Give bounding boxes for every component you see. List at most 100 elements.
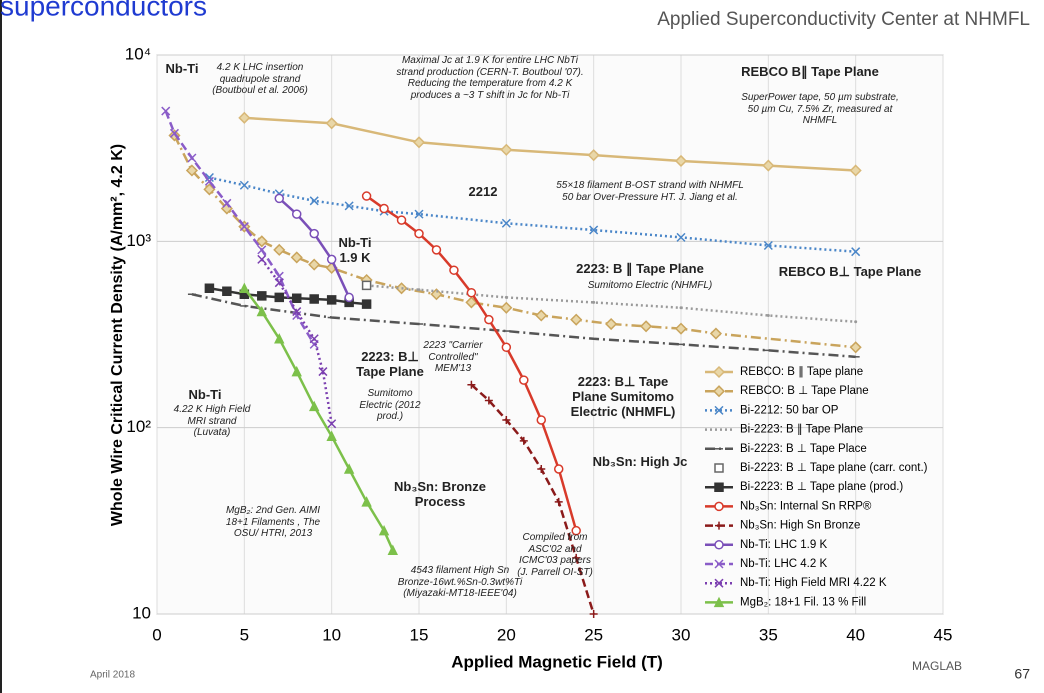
marker: [309, 294, 319, 304]
marker: [709, 327, 722, 340]
marker: [640, 320, 653, 333]
marker: [500, 143, 513, 156]
x-axis-title: Applied Magnetic Field (T): [451, 652, 663, 671]
marker: [849, 164, 862, 177]
footer-date: April 2018: [90, 670, 135, 681]
y-tick-label: 10²: [126, 417, 151, 436]
annotation: Compiled from ASC'02 and ICMC'03 papers …: [517, 532, 593, 578]
legend-marker: [714, 501, 724, 512]
legend-marker: [713, 596, 725, 608]
marker: [204, 176, 214, 186]
marker: [361, 280, 372, 291]
annotation: REBCO B∥ Tape Plane: [741, 64, 879, 79]
marker: [292, 307, 302, 317]
marker: [291, 365, 302, 377]
legend-label: Nb-Ti: LHC 4.2 K: [740, 558, 827, 570]
marker: [318, 367, 328, 377]
y-tick-label: 10⁴: [125, 44, 151, 63]
slide-subtitle: Applied Superconductivity Center at NHMF…: [657, 9, 1030, 30]
legend-label: Nb-Ti: LHC 1.9 K: [740, 539, 827, 551]
annotation: Nb-Ti: [165, 61, 199, 76]
annotation: Sumitomo Electric (2012 prod.): [359, 388, 421, 422]
marker: [412, 136, 426, 149]
legend-label: Nb₃Sn: Internal Sn RRP®: [740, 500, 872, 512]
marker: [344, 292, 354, 303]
series-line: [173, 134, 856, 349]
marker: [501, 342, 512, 353]
marker: [449, 265, 459, 275]
marker: [274, 278, 284, 288]
data-point: [679, 306, 683, 310]
marker: [361, 299, 372, 309]
annotation: REBCO B⊥ Tape Plane: [778, 264, 922, 279]
x-tick-label: 5: [240, 625, 249, 644]
marker: [274, 193, 285, 204]
y-axis-title: Whole Wire Critical Current Density (A/m…: [109, 144, 126, 526]
legend-label: MgB₂: 18+1 Fil. 13 % Fill: [740, 596, 866, 608]
marker: [378, 525, 390, 536]
marker: [326, 295, 337, 305]
marker: [256, 305, 268, 317]
legend-marker: [712, 385, 726, 398]
marker: [467, 380, 476, 389]
annotation: 55×18 filament B-OST strand with NHMFL 5…: [556, 180, 744, 203]
marker: [589, 610, 598, 618]
marker: [501, 218, 511, 228]
annotation: Nb-Ti: [188, 387, 222, 402]
marker: [187, 153, 197, 163]
marker: [291, 209, 302, 219]
marker: [587, 149, 600, 162]
series-line: [209, 176, 856, 253]
marker: [238, 111, 251, 124]
marker: [292, 310, 302, 321]
annotation: MgB₂: 2nd Gen. AIMI 18+1 Filaments , The…: [225, 505, 321, 539]
marker: [484, 314, 494, 325]
marker: [204, 283, 215, 294]
marker: [605, 317, 618, 331]
x-tick-label: 15: [410, 625, 429, 644]
marker: [309, 334, 319, 344]
legend-label: REBCO: B ∥ Tape plane: [740, 365, 863, 378]
marker: [535, 309, 548, 322]
annotation: Maximal Jc at 1.9 K for entire LHC NbTi …: [396, 55, 584, 101]
marker: [273, 243, 286, 256]
legend-marker: [714, 405, 724, 415]
marker: [239, 222, 249, 232]
marker: [291, 293, 302, 303]
marker: [519, 436, 528, 445]
marker: [361, 191, 372, 201]
marker: [571, 525, 581, 536]
marker: [570, 313, 583, 326]
series-line: [164, 110, 316, 345]
data-point: [766, 313, 770, 317]
y-tick-label: 10: [132, 603, 151, 622]
marker: [257, 291, 267, 301]
legend-label: Nb-Ti: High Field MRI 4.22 K: [740, 577, 887, 589]
marker: [554, 497, 563, 506]
y-tick-label: 10³: [126, 231, 151, 250]
legend-label: Nb₃Sn: High Sn Bronze: [740, 520, 860, 532]
annotation: Nb-Ti 1.9 K: [338, 235, 372, 265]
marker: [431, 245, 442, 255]
legend-label: Bi-2223: B ∥ Tape Plane: [740, 423, 863, 436]
data-point: [417, 288, 421, 292]
marker: [589, 225, 599, 235]
marker: [414, 209, 424, 219]
slide-title: superconductors: [0, 0, 207, 21]
marker: [255, 235, 268, 248]
data-point: [854, 320, 858, 324]
marker: [537, 465, 546, 474]
legend-marker: [714, 559, 724, 569]
x-tick-label: 10: [322, 625, 341, 644]
x-tick-label: 25: [584, 625, 603, 644]
marker: [309, 196, 319, 206]
annotation: 2223: B ∥ Tape Plane: [576, 261, 704, 276]
x-tick-label: 0: [152, 625, 161, 644]
marker: [327, 419, 337, 429]
series-line: [243, 287, 394, 551]
legend-marker: [714, 540, 724, 550]
marker: [763, 240, 773, 251]
series-line: [470, 383, 595, 615]
legend-label: REBCO: B ⊥ Tape Plane: [740, 385, 869, 397]
marker: [274, 271, 284, 281]
